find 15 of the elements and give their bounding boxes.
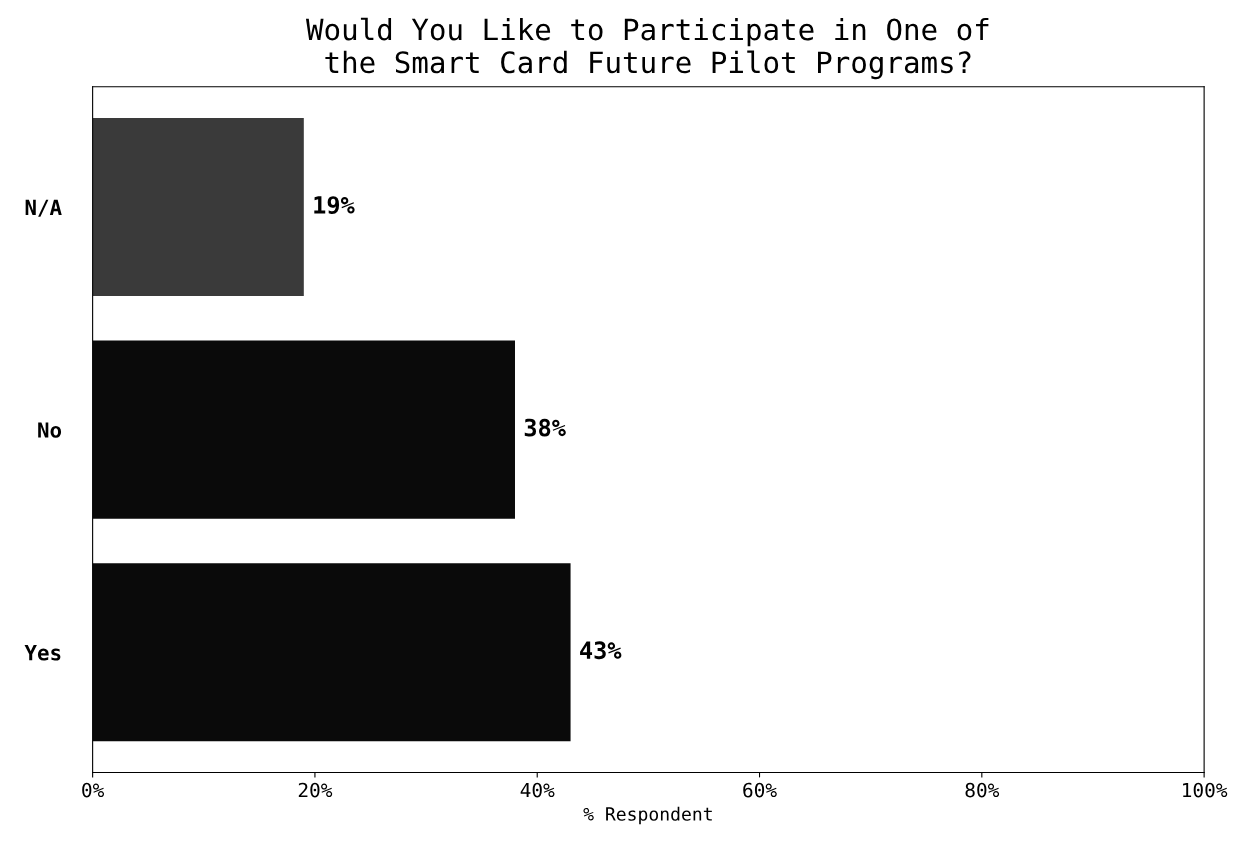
y-tick-label: N/A: [25, 199, 62, 217]
y-tick-label: Yes: [24, 645, 61, 661]
bar: [92, 117, 304, 297]
y-tick-label: No: [38, 422, 62, 438]
data-label: 43%: [580, 641, 622, 660]
data-label: 38%: [524, 418, 566, 437]
x-tick-label: 80%: [965, 782, 1000, 798]
x-tick-label: 0%: [82, 782, 105, 798]
x-tick-label: 40%: [520, 782, 555, 798]
data-label: 19%: [314, 196, 355, 214]
x-tick-label: 20%: [298, 782, 333, 798]
chart-title: Would You Like to Participate in One of the Smart Card Future Pilot Programs?: [305, 17, 989, 80]
x-tick-label: 100%: [1183, 782, 1228, 798]
x-axis-title: % Respondent: [583, 806, 712, 825]
x-tick-label: 60%: [743, 782, 777, 798]
